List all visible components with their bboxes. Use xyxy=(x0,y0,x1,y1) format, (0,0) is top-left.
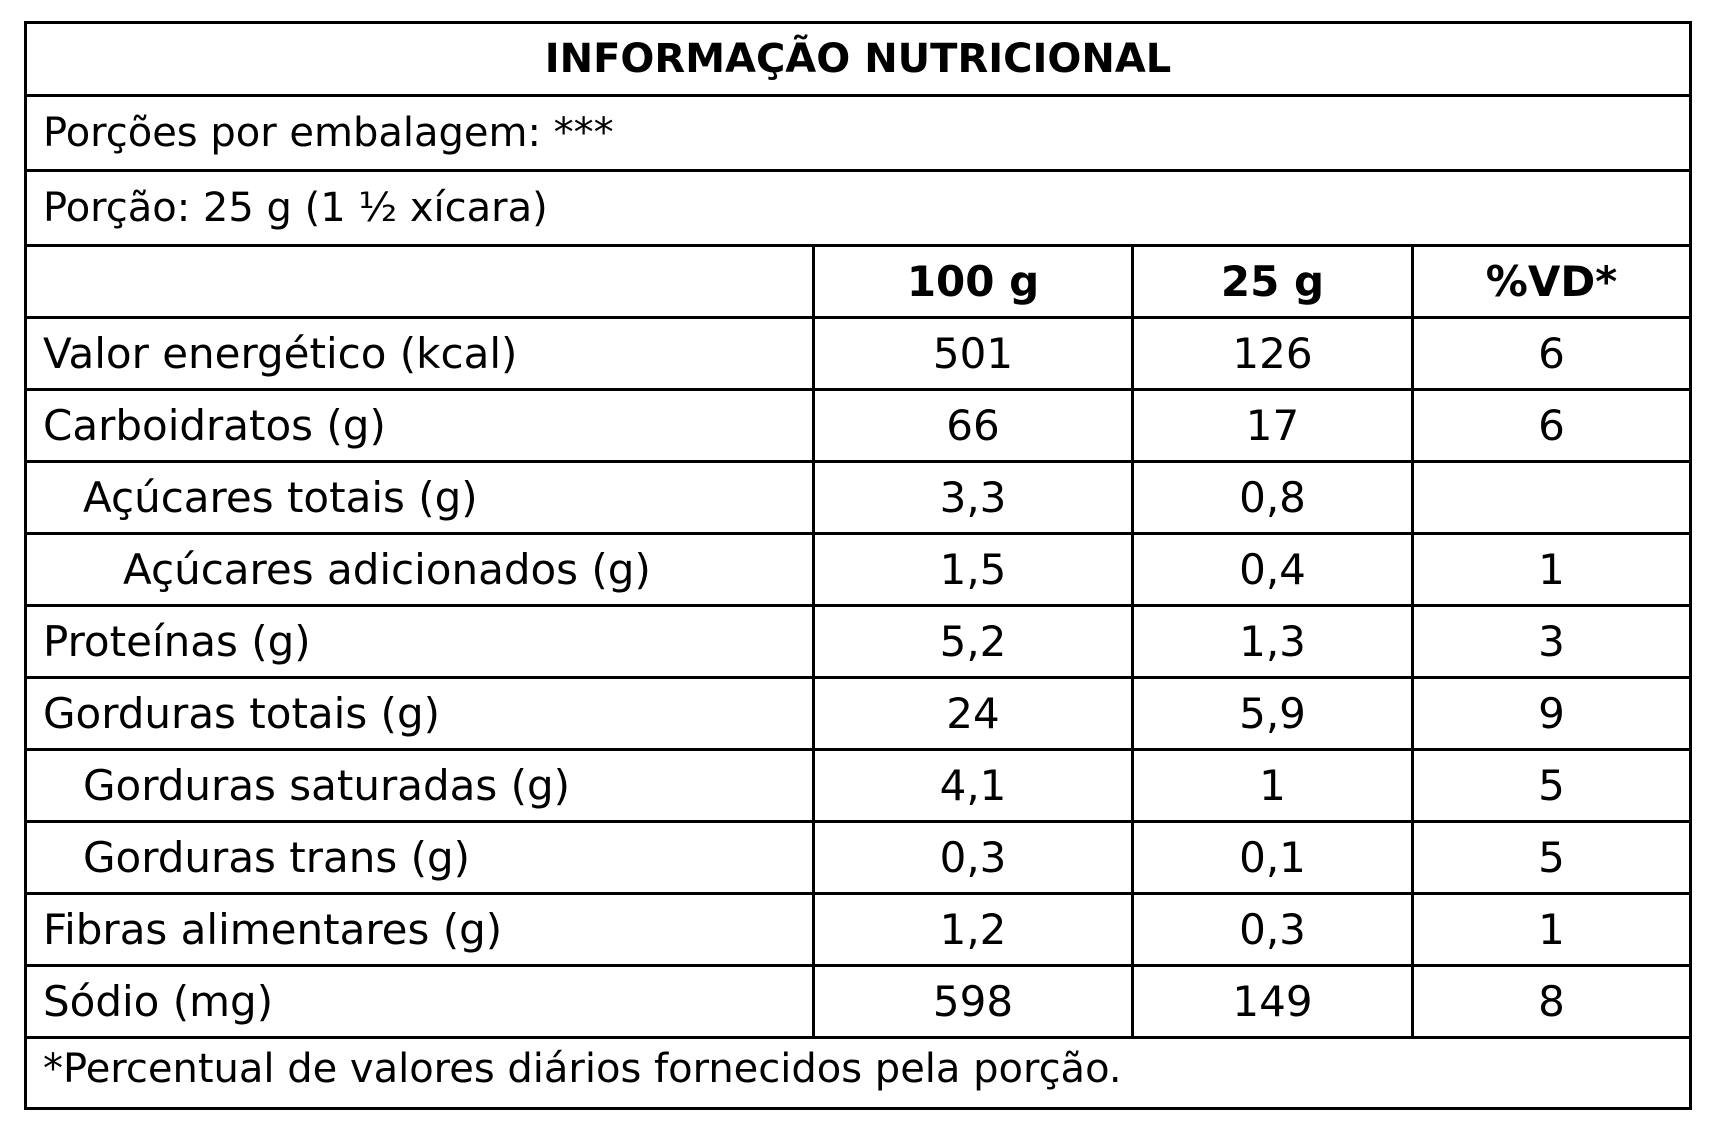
value-per-100g: 598 xyxy=(815,967,1134,1036)
value-per-portion: 0,4 xyxy=(1134,535,1414,604)
nutrient-label: Gorduras totais (g) xyxy=(27,679,815,748)
nutrient-label: Açúcares totais (g) xyxy=(27,463,815,532)
nutrient-label: Carboidratos (g) xyxy=(27,391,815,460)
value-per-100g: 3,3 xyxy=(815,463,1134,532)
table-row: Açúcares totais (g) 3,3 0,8 xyxy=(27,463,1689,535)
value-per-100g: 501 xyxy=(815,319,1134,388)
nutrient-label: Valor energético (kcal) xyxy=(27,319,815,388)
value-per-100g: 1,2 xyxy=(815,895,1134,964)
nutrient-label: Açúcares adicionados (g) xyxy=(27,535,815,604)
value-daily-percent: 1 xyxy=(1538,544,1565,594)
nutrient-label: Proteínas (g) xyxy=(27,607,815,676)
table-row: Sódio (mg) 598 149 8 xyxy=(27,967,1689,1039)
value-per-portion: 1 xyxy=(1134,751,1414,820)
value-daily-percent: 3 xyxy=(1538,616,1565,666)
value-daily-percent: 1 xyxy=(1538,904,1565,954)
column-header-nutrient xyxy=(27,247,815,316)
column-header-portion: 25 g xyxy=(1134,247,1414,316)
value-daily-percent: 5 xyxy=(1538,832,1565,882)
value-per-portion: 17 xyxy=(1134,391,1414,460)
footnote: *Percentual de valores diários fornecido… xyxy=(43,1046,1122,1092)
value-per-100g: 4,1 xyxy=(815,751,1134,820)
value-per-portion: 126 xyxy=(1134,319,1414,388)
table-title: INFORMAÇÃO NUTRICIONAL xyxy=(27,24,1689,97)
table-row: Açúcares adicionados (g) 1,5 0,4 1 xyxy=(27,535,1689,607)
nutrient-label: Sódio (mg) xyxy=(27,967,815,1036)
value-per-portion: 0,8 xyxy=(1134,463,1414,532)
value-daily-percent: 8 xyxy=(1538,976,1565,1026)
nutrient-grid: 100 g 25 g %VD* Valor energético (kcal) 5… xyxy=(27,247,1689,1039)
table-row: Carboidratos (g) 66 17 6 xyxy=(27,391,1689,463)
value-per-100g: 0,3 xyxy=(815,823,1134,892)
table-row: Gorduras saturadas (g) 4,1 1 5 xyxy=(27,751,1689,823)
value-per-portion: 0,3 xyxy=(1134,895,1414,964)
nutrient-label: Fibras alimentares (g) xyxy=(27,895,815,964)
value-per-portion: 5,9 xyxy=(1134,679,1414,748)
table-row: Proteínas (g) 5,2 1,3 3 xyxy=(27,607,1689,679)
value-per-100g: 66 xyxy=(815,391,1134,460)
column-header-100g: 100 g xyxy=(815,247,1134,316)
value-daily-percent xyxy=(1414,463,1689,532)
value-per-100g: 1,5 xyxy=(815,535,1134,604)
servings-per-package: Porções por embalagem: *** xyxy=(27,97,1689,172)
nutrition-facts-table: INFORMAÇÃO NUTRICIONAL Porções por embal… xyxy=(24,21,1692,1110)
column-header-dv: %VD* xyxy=(1485,256,1618,306)
value-per-portion: 149 xyxy=(1134,967,1414,1036)
value-per-portion: 1,3 xyxy=(1134,607,1414,676)
value-daily-percent: 9 xyxy=(1538,688,1565,738)
column-header-row: 100 g 25 g %VD* xyxy=(27,247,1689,319)
table-row: Valor energético (kcal) 501 126 6 xyxy=(27,319,1689,391)
table-row: Gorduras trans (g) 0,3 0,1 5 xyxy=(27,823,1689,895)
value-per-portion: 0,1 xyxy=(1134,823,1414,892)
nutrient-label: Gorduras trans (g) xyxy=(27,823,815,892)
value-per-100g: 24 xyxy=(815,679,1134,748)
nutrient-label: Gorduras saturadas (g) xyxy=(27,751,815,820)
table-row: Gorduras totais (g) 24 5,9 9 xyxy=(27,679,1689,751)
value-daily-percent: 6 xyxy=(1538,328,1565,378)
value-per-100g: 5,2 xyxy=(815,607,1134,676)
value-daily-percent: 6 xyxy=(1538,400,1565,450)
value-daily-percent: 5 xyxy=(1538,760,1565,810)
table-row: Fibras alimentares (g) 1,2 0,3 1 xyxy=(27,895,1689,967)
serving-size: Porção: 25 g (1 ½ xícara) xyxy=(27,172,1689,247)
